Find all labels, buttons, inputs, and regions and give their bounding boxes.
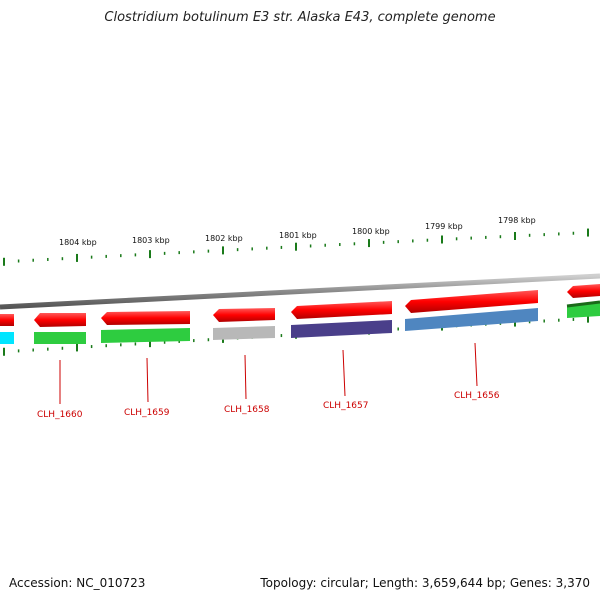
gene-label-clh-1657[interactable]: CLH_1657 (323, 401, 368, 411)
kbp-label: 1799 kbp (425, 222, 463, 231)
forward-gene[interactable] (567, 284, 600, 298)
cds-block[interactable] (34, 332, 86, 344)
cds-block[interactable] (405, 308, 538, 331)
forward-gene[interactable] (213, 308, 275, 322)
forward-gene[interactable] (405, 290, 538, 313)
accession-text: Accession: NC_010723 (9, 576, 146, 590)
gene-label-clh-1659[interactable]: CLH_1659 (124, 408, 170, 418)
genome-backbone (0, 273, 600, 310)
kbp-label: 1798 kbp (498, 216, 536, 225)
kbp-label: 1802 kbp (205, 234, 243, 243)
gene-label-clh-1658[interactable]: CLH_1658 (224, 405, 270, 415)
kbp-label: 1804 kbp (59, 238, 97, 247)
forward-gene[interactable] (34, 313, 86, 327)
forward-strand (0, 284, 600, 327)
cds-block[interactable] (291, 320, 392, 338)
gene-label-clh-1660[interactable]: CLH_1660 (37, 410, 83, 420)
topology-text: Topology: circular; Length: 3,659,644 bp… (260, 576, 590, 590)
kbp-labels: 1804 kbp 1803 kbp 1802 kbp 1801 kbp 1800… (59, 216, 536, 247)
cds-block[interactable] (213, 326, 275, 340)
gene-labels: CLH_1660 CLH_1659 CLH_1658 CLH_1657 CLH_… (37, 391, 500, 420)
cds-block[interactable] (0, 332, 14, 344)
cds-block[interactable] (567, 303, 600, 318)
kbp-label: 1803 kbp (132, 236, 170, 245)
kbp-label: 1801 kbp (279, 231, 317, 240)
forward-gene[interactable] (0, 314, 14, 326)
kbp-label: 1800 kbp (352, 227, 390, 236)
forward-gene[interactable] (101, 311, 190, 325)
forward-gene[interactable] (291, 301, 392, 319)
gene-label-lines (59, 342, 478, 404)
cds-block[interactable] (101, 328, 190, 343)
map-title: Clostridium botulinum E3 str. Alaska E43… (104, 10, 496, 25)
gene-label-clh-1656[interactable]: CLH_1656 (454, 391, 500, 401)
cds-strand (0, 300, 600, 344)
outer-tick-ring (3, 228, 589, 266)
